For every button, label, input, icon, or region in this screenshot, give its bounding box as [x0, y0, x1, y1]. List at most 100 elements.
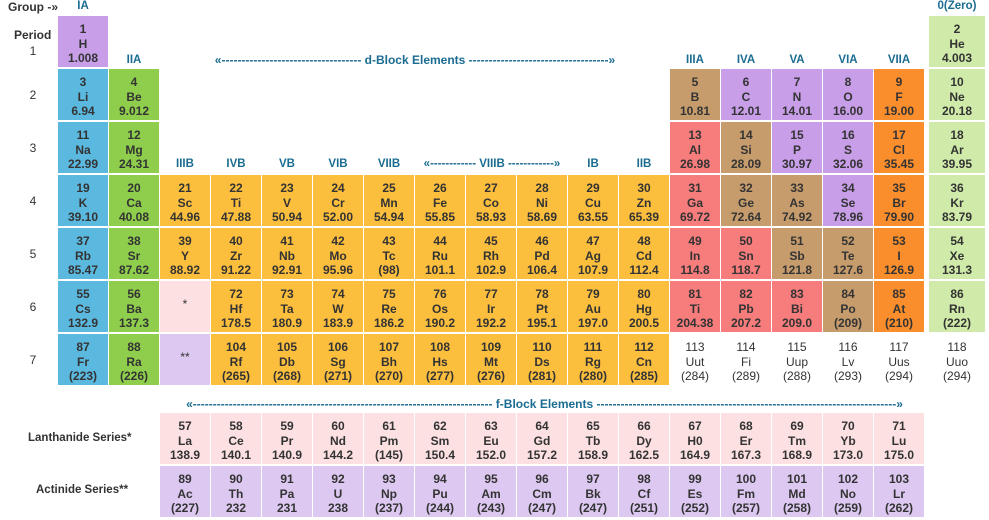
- element-symbol: Fi: [741, 354, 751, 369]
- element-cell-at: 85 At (210): [874, 281, 924, 332]
- group-header-ib: IB: [587, 158, 599, 170]
- atomic-mass: 52.00: [322, 210, 354, 224]
- atomic-number: 96: [535, 472, 549, 486]
- element-symbol: Sn: [738, 248, 754, 263]
- element-cell-ac: 89 Ac (227): [160, 466, 210, 517]
- element-symbol: Zr: [230, 248, 242, 263]
- atomic-mass: 63.55: [577, 210, 609, 224]
- element-symbol: Ar: [950, 142, 964, 157]
- atomic-number: 30: [637, 181, 651, 195]
- element-symbol: Nd: [330, 433, 346, 448]
- atomic-mass: 195.1: [526, 316, 558, 330]
- element-cell-ca: 20 Ca 40.08: [109, 175, 159, 226]
- element-symbol: Es: [687, 486, 703, 501]
- element-cell-eu: 63 Eu 152.0: [466, 413, 516, 464]
- element-symbol: H: [78, 36, 88, 51]
- element-cell-uup: 115 Uup (288): [772, 334, 822, 385]
- element-cell-pb: 82 Pb 207.2: [721, 281, 771, 332]
- atomic-number: 29: [586, 181, 600, 195]
- element-cell-rf: 104 Rf (265): [211, 334, 261, 385]
- element-symbol: Tb: [585, 433, 601, 448]
- atomic-number: 103: [888, 472, 910, 486]
- atomic-number: 90: [229, 472, 243, 486]
- element-symbol: Rn: [949, 301, 965, 316]
- atomic-mass: 30.97: [781, 157, 813, 171]
- element-cell-i: 53 I 126.9: [874, 228, 924, 279]
- atomic-mass: 106.4: [526, 263, 558, 277]
- element-cell-he: 2 He 4.003: [929, 16, 985, 67]
- element-symbol: Sr: [127, 248, 141, 263]
- element-cell-br: 35 Br 79.90: [874, 175, 924, 226]
- element-symbol: As: [789, 195, 805, 210]
- atomic-number: 104: [225, 340, 247, 354]
- atomic-number: 21: [178, 181, 192, 195]
- atomic-number: 52: [841, 234, 855, 248]
- atomic-mass: (98): [378, 263, 400, 277]
- element-symbol: Sb: [789, 248, 805, 263]
- element-cell-ne: 10 Ne 20.18: [929, 69, 985, 120]
- atomic-number: 109: [480, 340, 502, 354]
- atomic-number: 37: [76, 234, 90, 248]
- element-cell-mg: 12 Mg 24.31: [109, 122, 159, 173]
- atomic-mass: 121.8: [781, 263, 813, 277]
- element-cell-sn: 50 Sn 118.7: [721, 228, 771, 279]
- atomic-number: 17: [892, 128, 906, 142]
- element-symbol: Li: [77, 89, 89, 104]
- atomic-number: 1: [79, 22, 87, 36]
- element-symbol: Pu: [432, 486, 448, 501]
- element-symbol: He: [949, 36, 965, 51]
- atomic-mass: 72.64: [730, 210, 762, 224]
- atomic-number: 102: [837, 472, 859, 486]
- atomic-mass: 186.2: [373, 316, 405, 330]
- element-cell-k: 19 K 39.10: [58, 175, 108, 226]
- element-symbol: Xe: [949, 248, 965, 263]
- atomic-mass: (227): [170, 501, 199, 515]
- atomic-number: 113: [685, 340, 705, 354]
- element-symbol: Ba: [126, 301, 142, 316]
- element-cell-rh: 45 Rh 102.9: [466, 228, 516, 279]
- element-symbol: Bk: [585, 486, 601, 501]
- atomic-mass: 168.9: [781, 448, 813, 462]
- atomic-number: 82: [739, 287, 753, 301]
- element-symbol: Cf: [637, 486, 651, 501]
- element-cell-bh: 107 Bh (270): [364, 334, 414, 385]
- atomic-number: 44: [433, 234, 447, 248]
- atomic-number: 53: [892, 234, 906, 248]
- atomic-number: 31: [688, 181, 702, 195]
- element-symbol: Sg: [330, 354, 346, 369]
- atomic-number: 23: [280, 181, 294, 195]
- element-symbol: Mg: [125, 142, 143, 157]
- atomic-mass: 50.94: [271, 210, 303, 224]
- atomic-mass: 102.9: [475, 263, 507, 277]
- atomic-mass: 58.69: [526, 210, 558, 224]
- element-cell-y: 39 Y 88.92: [160, 228, 210, 279]
- element-cell-au: 79 Au 197.0: [568, 281, 618, 332]
- atomic-number: 9: [895, 75, 903, 89]
- atomic-number: 89: [178, 472, 192, 486]
- atomic-mass: 35.45: [883, 157, 915, 171]
- element-symbol: Th: [228, 486, 244, 501]
- atomic-number: 100: [735, 472, 757, 486]
- actinide-series-label: Actinide Series**: [36, 484, 129, 496]
- atomic-number: 76: [433, 287, 447, 301]
- element-symbol: B: [690, 89, 700, 104]
- atomic-mass: (247): [527, 501, 556, 515]
- element-symbol: Re: [381, 301, 397, 316]
- atomic-mass: (209): [833, 316, 862, 330]
- element-symbol: Ta: [280, 301, 294, 316]
- atomic-mass: 101.1: [424, 263, 456, 277]
- atomic-number: 93: [382, 472, 396, 486]
- group-header-iiib: IIIB: [176, 158, 194, 170]
- element-symbol: Uuo: [945, 354, 968, 369]
- atomic-number: 66: [637, 419, 651, 433]
- element-symbol: Sm: [430, 433, 450, 448]
- atomic-number: 83: [790, 287, 804, 301]
- atomic-number: 45: [484, 234, 498, 248]
- element-symbol: Au: [585, 301, 601, 316]
- atomic-number: 101: [786, 472, 808, 486]
- element-symbol: Ra: [126, 354, 142, 369]
- atomic-number: 24: [331, 181, 345, 195]
- element-cell-cr: 24 Cr 52.00: [313, 175, 363, 226]
- element-cell-hf: 72 Hf 178.5: [211, 281, 261, 332]
- atomic-number: 32: [739, 181, 753, 195]
